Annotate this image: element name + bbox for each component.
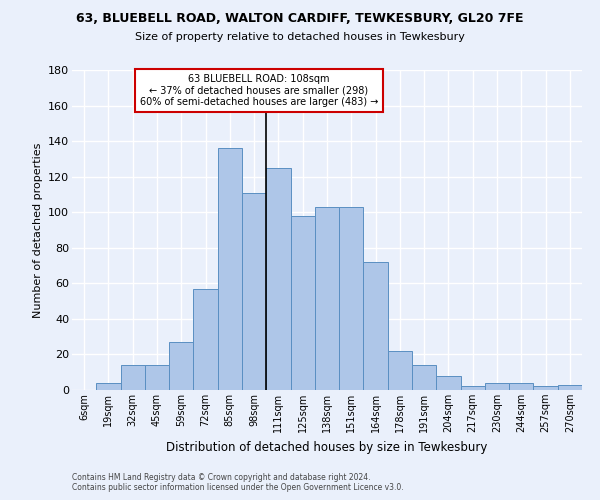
Bar: [193, 288, 218, 390]
Bar: [533, 386, 558, 390]
Bar: [388, 351, 412, 390]
Bar: [436, 376, 461, 390]
Bar: [242, 192, 266, 390]
Bar: [96, 383, 121, 390]
Text: Contains public sector information licensed under the Open Government Licence v3: Contains public sector information licen…: [72, 484, 404, 492]
Bar: [412, 365, 436, 390]
Y-axis label: Number of detached properties: Number of detached properties: [32, 142, 43, 318]
Bar: [485, 383, 509, 390]
Bar: [558, 384, 582, 390]
Bar: [290, 216, 315, 390]
Text: Contains HM Land Registry data © Crown copyright and database right 2024.: Contains HM Land Registry data © Crown c…: [72, 474, 371, 482]
Bar: [121, 365, 145, 390]
Bar: [218, 148, 242, 390]
Bar: [315, 207, 339, 390]
Bar: [145, 365, 169, 390]
Text: 63 BLUEBELL ROAD: 108sqm
← 37% of detached houses are smaller (298)
60% of semi-: 63 BLUEBELL ROAD: 108sqm ← 37% of detach…: [140, 74, 378, 107]
Bar: [509, 383, 533, 390]
Bar: [169, 342, 193, 390]
Bar: [266, 168, 290, 390]
X-axis label: Distribution of detached houses by size in Tewkesbury: Distribution of detached houses by size …: [166, 440, 488, 454]
Bar: [339, 207, 364, 390]
Text: Size of property relative to detached houses in Tewkesbury: Size of property relative to detached ho…: [135, 32, 465, 42]
Text: 63, BLUEBELL ROAD, WALTON CARDIFF, TEWKESBURY, GL20 7FE: 63, BLUEBELL ROAD, WALTON CARDIFF, TEWKE…: [76, 12, 524, 26]
Bar: [364, 262, 388, 390]
Bar: [461, 386, 485, 390]
